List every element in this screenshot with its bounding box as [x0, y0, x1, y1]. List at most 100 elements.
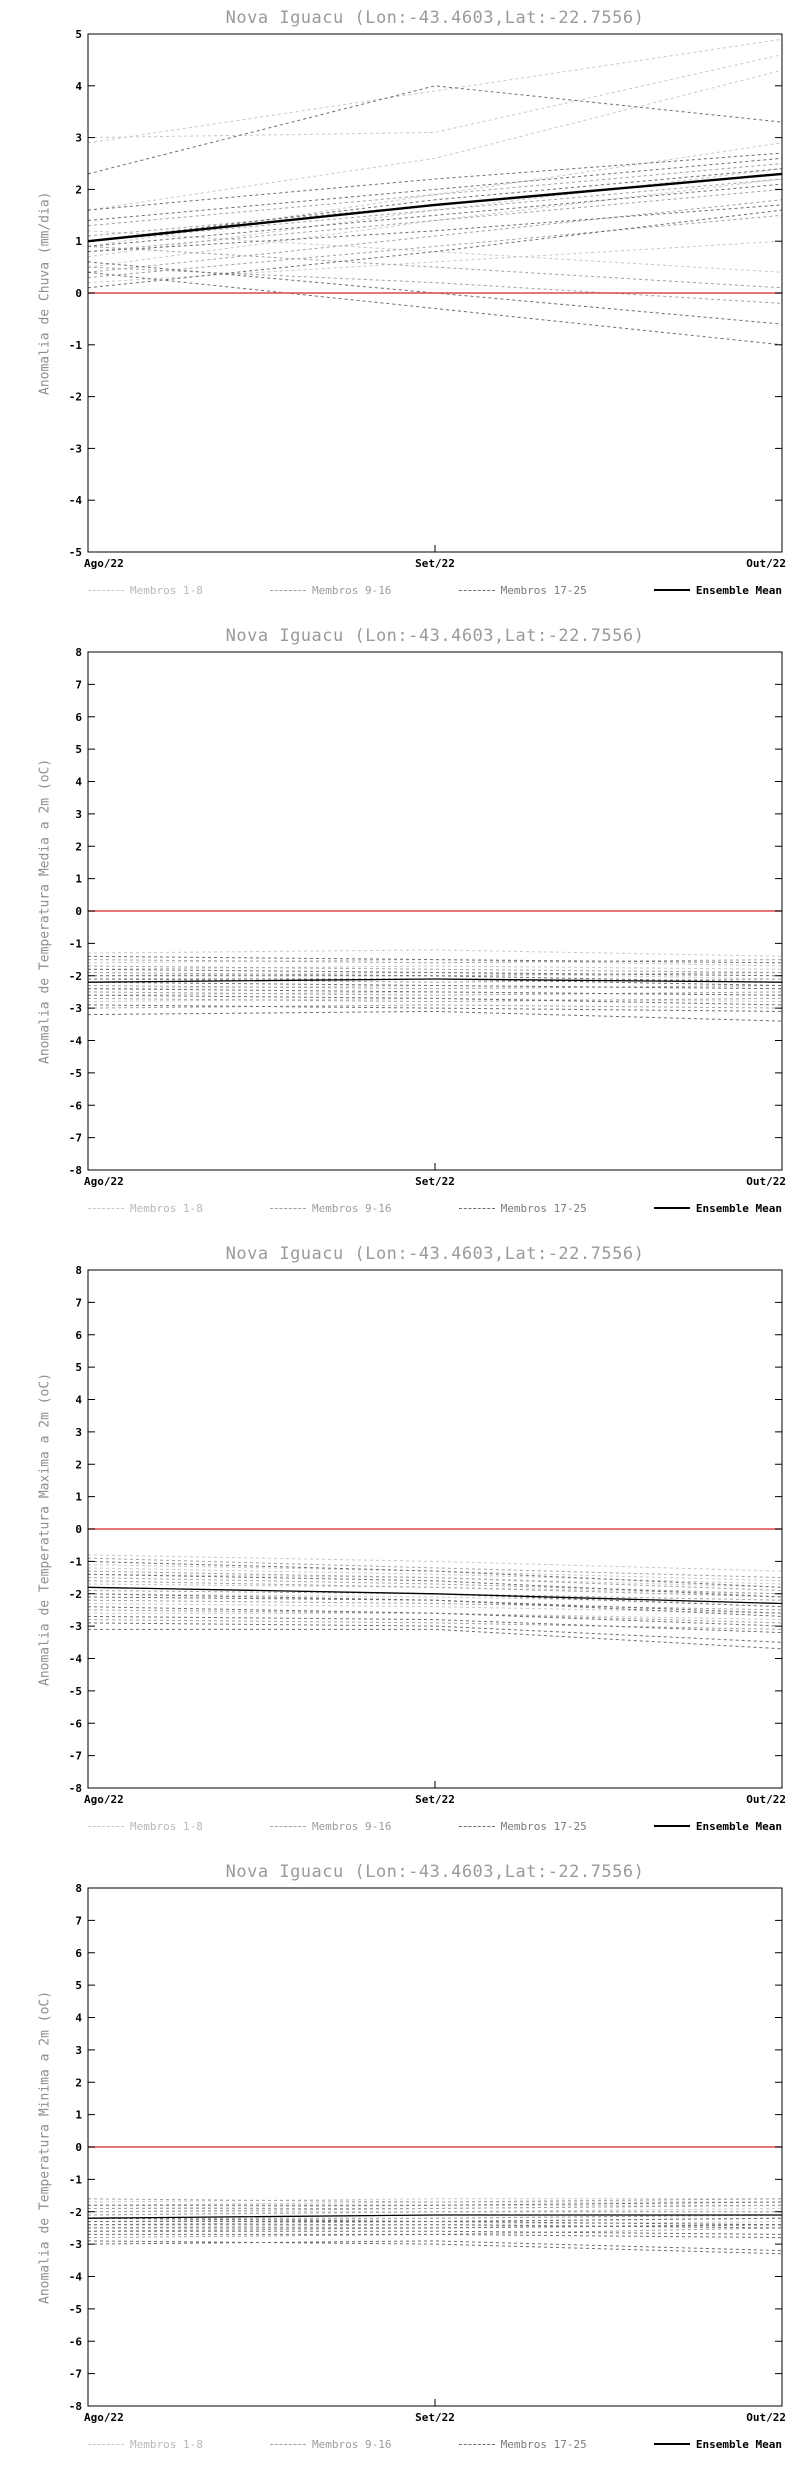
ensemble-member-line [88, 1612, 783, 1621]
y-tick-label: 0 [75, 2141, 82, 2154]
ensemble-member-line [87, 994, 783, 1006]
y-tick-label: -6 [69, 1099, 83, 1112]
ensemble-member-line [87, 959, 783, 967]
legend-item-ensemble-mean: Ensemble Mean [653, 1201, 782, 1215]
ensemble-member-line [87, 959, 783, 964]
ensemble-member-line [88, 2233, 783, 2239]
ensemble-member-line [87, 2204, 782, 2209]
ensemble-member-line [87, 1615, 783, 1634]
ensemble-member-line [87, 965, 783, 973]
y-tick-label: -2 [69, 2206, 82, 2219]
legend-label: Ensemble Mean [695, 1819, 782, 1833]
ensemble-member-line [87, 1570, 783, 1591]
y-tick-label: 4 [75, 2012, 82, 2025]
y-tick-label: 1 [75, 2109, 82, 2122]
dashed-line-swatch [88, 2443, 124, 2445]
y-tick-label: 6 [75, 711, 82, 724]
legend-label: Membros 17-25 [500, 1201, 587, 1215]
ensemble-member-line [88, 2214, 783, 2219]
legend-label: Membros 17-25 [500, 2437, 587, 2451]
legend-item-members-1-8: Membros 1-8 [88, 1202, 203, 1215]
dashed-line-swatch [458, 589, 495, 591]
y-tick-label: -6 [69, 2335, 83, 2348]
legend-label: Membros 1-8 [130, 1819, 203, 1833]
y-tick-label: 8 [75, 646, 82, 659]
y-tick-label: -5 [69, 1067, 82, 1080]
legend-item-members-17-25: Membros 17-25 [458, 1201, 587, 1215]
y-tick-label: 2 [75, 1458, 82, 1471]
ensemble-member-line [87, 271, 783, 346]
legend-item-members-1-8: Membros 1-8 [88, 584, 203, 597]
solid-line-swatch [653, 2443, 690, 2445]
ensemble-member-line [87, 178, 783, 268]
ensemble-member-line [87, 1593, 783, 1617]
y-tick-label: -2 [69, 391, 82, 404]
ensemble-member-line [87, 968, 783, 977]
ensemble-member-line [87, 199, 783, 273]
x-tick-label: Set/22 [415, 557, 455, 570]
ensemble-member-line [87, 1606, 783, 1627]
legend: Membros 1-8 Membros 9-16 Membros 17-25 E… [88, 1818, 782, 1834]
legend-label: Membros 9-16 [312, 1201, 392, 1215]
legend-item-members-17-25: Membros 17-25 [458, 1820, 587, 1833]
ensemble-member-line [87, 2240, 783, 2255]
y-tick-label: -1 [69, 339, 83, 352]
y-tick-label: 8 [75, 1882, 82, 1895]
ensemble-member-line [88, 2230, 783, 2235]
ensemble-member-line [87, 2201, 782, 2206]
ensemble-member-line [87, 1593, 783, 1604]
y-tick-label: 3 [75, 2044, 82, 2057]
chart-title: Nova Iguacu (Lon:-43.4603,Lat:-22.7556) [225, 1862, 645, 1882]
x-tick-label: Ago/22 [84, 1175, 124, 1188]
plot-area: -5 -4 -3 -2 -1 0 1 2 3 4 5 Ago/22 Set/22 Out/22 [69, 28, 786, 570]
ensemble-member-line [87, 2240, 783, 2252]
y-tick-label: 4 [75, 1394, 82, 1407]
legend-label: Ensemble Mean [695, 1201, 782, 1215]
ensemble-member-line [87, 965, 783, 970]
legend-label: Membros 9-16 [312, 583, 392, 597]
ensemble-member-line [87, 2227, 783, 2239]
legend-label: Membros 1-8 [130, 583, 203, 597]
y-tick-label: 5 [75, 743, 82, 756]
y-tick-label: -7 [69, 1132, 82, 1145]
y-tick-label: -3 [69, 442, 82, 455]
y-tick-label: -3 [69, 2238, 82, 2251]
ensemble-member-line [88, 2224, 783, 2229]
legend: Membros 1-8 Membros 9-16 Membros 17-25 E… [88, 2436, 782, 2452]
plot-area: -8 -7 -6 -5 -4 -3 -2 -1 0 1 2 3 4 5 6 7 8 Ago/22 Set/22 Out… [69, 646, 786, 1188]
y-tick-label: 2 [75, 2076, 82, 2089]
rain-anomaly-chart: Nova Iguacu (Lon:-43.4603,Lat:-22.7556) … [0, 0, 800, 618]
ensemble-member-line [87, 69, 783, 211]
y-tick-label: 7 [75, 1296, 82, 1309]
x-tick-label: Out/22 [746, 1793, 786, 1806]
dashed-line-swatch [458, 1207, 495, 1209]
legend-label: Ensemble Mean [695, 583, 782, 597]
dashed-line-swatch [88, 589, 124, 591]
ensemble-member-line [87, 214, 783, 278]
y-tick-label: 3 [75, 1426, 82, 1439]
y-tick-label: 1 [75, 235, 82, 248]
y-tick-label: -2 [69, 1588, 82, 1601]
y-tick-label: 5 [75, 28, 82, 41]
x-tick-label: Ago/22 [84, 2411, 124, 2424]
y-tick-label: -4 [69, 494, 83, 507]
ensemble-member-line [88, 1628, 783, 1650]
y-tick-label: 7 [75, 1914, 82, 1927]
legend-item-members-9-16: Membros 9-16 [270, 583, 392, 597]
dashed-line-swatch [270, 1825, 307, 1827]
ensemble-member-line [87, 1560, 783, 1588]
ensemble-member-line [87, 1590, 783, 1601]
chart-title: Nova Iguacu (Lon:-43.4603,Lat:-22.7556) [225, 626, 645, 646]
ensemble-member-line [87, 1567, 783, 1585]
ensemble-member-line [87, 1004, 783, 1009]
ensemble-member-line [87, 38, 783, 144]
ensemble-member-line [87, 972, 783, 977]
x-tick-label: Ago/22 [84, 557, 124, 570]
y-tick-label: 1 [75, 873, 82, 886]
plot-area: -8 -7 -6 -5 -4 -3 -2 -1 0 1 2 3 4 5 6 7 8 Ago/22 Set/22 Out… [69, 1264, 786, 1806]
dashed-line-swatch [88, 1825, 124, 1827]
ensemble-member-line [88, 978, 783, 986]
ensemble-member-line [87, 985, 783, 990]
ensemble-member-line [87, 1622, 783, 1643]
ensemble-member-line [87, 2198, 783, 2203]
